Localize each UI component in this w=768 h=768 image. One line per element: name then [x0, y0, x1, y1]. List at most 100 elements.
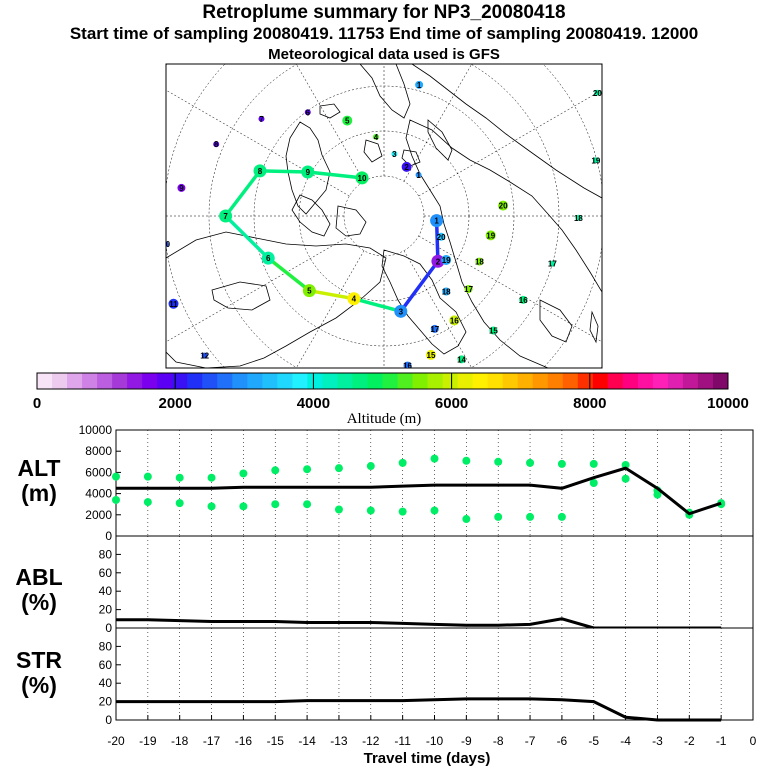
- plume-cluster-point: [449, 315, 460, 326]
- track-segment: [223, 214, 270, 260]
- plume-cluster-point: [415, 171, 422, 178]
- altitude-marker: [334, 505, 343, 514]
- trajectory-point: [301, 165, 315, 179]
- coast-north-america: [166, 231, 387, 368]
- colorbar-swatch: [352, 373, 368, 389]
- plume-cluster-point: [278, 415, 284, 421]
- plume-cluster-label: 7: [114, 148, 119, 157]
- plume-cluster-label: 10: [161, 240, 170, 249]
- plume-cluster-point: [415, 80, 424, 89]
- trajectory-point: [253, 164, 267, 178]
- altitude-marker: [430, 506, 439, 515]
- colorbar-swatch: [412, 373, 429, 389]
- altitude-marker: [398, 458, 407, 467]
- abl-y-tick-label: 60: [99, 566, 113, 580]
- plume-cluster-point: [153, 356, 161, 364]
- colorbar-swatch: [262, 373, 278, 389]
- altitude-marker: [589, 459, 598, 468]
- plume-cluster-label: 20: [437, 233, 446, 242]
- x-tick-label: 0: [750, 734, 757, 748]
- altitude-marker: [112, 495, 120, 504]
- colorbar-swatch: [697, 373, 714, 389]
- plume-cluster-label: 5: [66, 103, 71, 112]
- plume-cluster-point: [99, 221, 107, 229]
- plume-cluster-label: 17: [464, 285, 473, 294]
- coast-eurasia-north: [411, 64, 602, 199]
- colorbar-swatch: [217, 373, 233, 389]
- colorbar-tick-label: 2000: [159, 395, 192, 412]
- plume-cluster-label: 8: [101, 221, 106, 230]
- trajectory-point: [355, 171, 369, 185]
- colorbar-swatch: [112, 373, 128, 389]
- x-tick-label: -14: [298, 734, 316, 748]
- plume-cluster-point: [379, 53, 387, 61]
- plume-cluster-label: 18: [442, 288, 451, 297]
- plume-cluster-point: [114, 149, 120, 155]
- altitude-marker: [366, 506, 375, 515]
- altitude-marker: [557, 459, 566, 468]
- coast-alaska: [381, 249, 467, 355]
- altitude-marker: [526, 512, 535, 521]
- x-axis-label: Travel time (days): [364, 750, 491, 767]
- plume-cluster-point: [108, 27, 116, 35]
- plume-cluster-point: [519, 295, 528, 304]
- chart-title: Retroplume summary for NP3_20080418: [202, 2, 566, 23]
- altitude-marker: [143, 498, 152, 507]
- plume-cluster-point: [403, 361, 412, 368]
- colorbar-swatch: [82, 373, 98, 389]
- alt-y-tick-label: 10000: [79, 423, 113, 437]
- plume-cluster-point: [177, 183, 186, 192]
- plume-cluster-label: 14: [457, 355, 466, 364]
- plume-cluster-point: [549, 260, 556, 267]
- meridian-line: [418, 235, 602, 343]
- meridian-line: [403, 64, 473, 182]
- plume-cluster-label: 9: [115, 294, 120, 303]
- x-tick-label: -5: [588, 734, 599, 748]
- colorbar-swatch: [202, 373, 218, 389]
- plume-cluster-point: [213, 141, 220, 148]
- plume-cluster-label: 8: [214, 140, 219, 149]
- trajectory-point: [430, 214, 444, 228]
- x-tick-label: -16: [235, 734, 253, 748]
- colorbar-swatch: [652, 373, 669, 389]
- trajectory-point-label: 8: [258, 167, 263, 176]
- plume-cluster-point: [168, 298, 179, 309]
- colorbar-swatch: [172, 373, 188, 389]
- plume-cluster-point: [69, 277, 75, 283]
- plume-cluster-label: 12: [200, 352, 209, 361]
- trajectory-point-label: 5: [307, 287, 312, 296]
- colorbar-swatch: [277, 373, 293, 389]
- altitude-marker: [271, 500, 280, 509]
- map-graticule: [166, 64, 602, 368]
- coast-greenland: [285, 121, 331, 215]
- plume-cluster-point: [437, 232, 446, 241]
- coast-franz-josef: [401, 149, 421, 167]
- x-tick-label: -17: [203, 734, 221, 748]
- altitude-marker: [239, 502, 248, 511]
- sampling-times: Start time of sampling 20080419. 11753 E…: [69, 24, 699, 43]
- altitude-marker: [398, 507, 407, 516]
- x-tick-label: -7: [525, 734, 536, 748]
- plume-cluster-label: 10: [246, 421, 255, 430]
- plume-cluster-point: [391, 150, 398, 157]
- plume-cluster-point: [485, 230, 496, 241]
- plume-cluster-point: [271, 28, 279, 36]
- colorbar-swatch: [637, 373, 654, 389]
- str-panel-label: STR: [16, 647, 62, 673]
- track-segment: [307, 288, 356, 301]
- plume-cluster-label: 4: [109, 27, 114, 36]
- colorbar-swatch: [517, 373, 534, 389]
- trajectory-point: [302, 284, 316, 298]
- colorbar-swatch: [322, 373, 338, 389]
- colorbar-swatch: [622, 373, 639, 389]
- x-tick-label: -3: [652, 734, 663, 748]
- coast-iceland: [319, 103, 341, 119]
- colorbar-swatch: [442, 373, 459, 389]
- plume-cluster-label: 15: [427, 351, 436, 360]
- plume-cluster-label: 2: [404, 163, 409, 172]
- trajectory-point-label: 7: [223, 212, 228, 221]
- alt-panel-unit: (m): [21, 480, 57, 506]
- colorbar-swatch: [292, 373, 308, 389]
- abl-panel: 0 20 40 60 80: [99, 535, 754, 635]
